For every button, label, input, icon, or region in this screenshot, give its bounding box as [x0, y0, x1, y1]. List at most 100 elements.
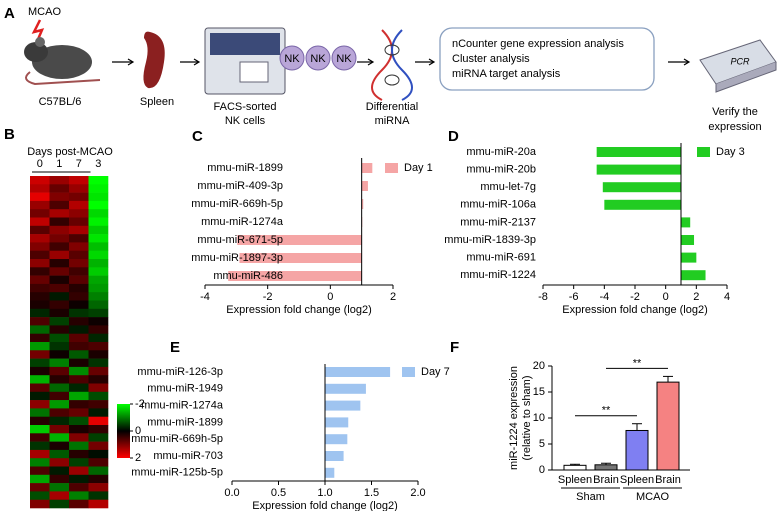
bar — [596, 147, 681, 157]
heatmap-cell — [69, 200, 89, 210]
heatmap-cell — [49, 192, 70, 202]
x-tick-label: Brain — [655, 474, 681, 486]
heatmap-cell — [30, 416, 50, 426]
y-tick-label: mmu-miR-409-3p — [197, 180, 283, 192]
heatmap-cell — [49, 400, 70, 409]
heatmap-cell — [88, 358, 109, 368]
x-tick-label: Spleen — [620, 474, 654, 486]
heatmap-cell — [69, 358, 89, 368]
analysis-item: nCounter gene expression analysis — [452, 38, 624, 50]
panel-label: E — [170, 339, 180, 356]
column-label: 3 — [95, 158, 101, 170]
heatmap-cell — [30, 441, 50, 451]
bar — [325, 367, 391, 377]
y-axis-title: (relative to sham) — [521, 376, 533, 461]
differential-label: Differential — [366, 101, 418, 113]
heatmap-cell — [69, 416, 89, 426]
heatmap-cell — [49, 375, 70, 384]
heatmap-cell — [69, 300, 89, 310]
heatmap-cell — [88, 184, 109, 193]
y-tick-label: mmu-miR-126-3p — [137, 366, 223, 378]
heatmap-cell — [69, 217, 89, 227]
heatmap-cell — [30, 499, 50, 509]
heatmap-cell — [88, 242, 109, 251]
heatmap-cell — [88, 234, 109, 243]
heatmap-cell — [88, 259, 109, 268]
heatmap-cell — [49, 433, 70, 442]
x-tick-label: -4 — [200, 291, 210, 303]
x-tick-label: 0 — [663, 291, 669, 303]
heatmap-cell — [69, 242, 89, 251]
heatmap-cell — [49, 366, 70, 376]
heatmap-cell — [49, 350, 70, 359]
heatmap-cell — [30, 400, 50, 409]
heatmap-title: Days post-MCAO — [27, 146, 113, 158]
heatmap-cell — [88, 375, 109, 384]
bar — [681, 270, 706, 281]
heatmap-cell — [69, 250, 89, 260]
analysis-item: Cluster analysis — [452, 53, 530, 65]
dna-icon — [371, 29, 413, 101]
heatmap-cell — [88, 466, 109, 476]
bar — [681, 235, 695, 245]
panel-label: B — [4, 126, 15, 143]
heatmap-cell — [30, 449, 50, 459]
heatmap-cell — [88, 458, 109, 467]
cell-label: NK — [284, 53, 300, 65]
x-tick-label: 2 — [693, 291, 699, 303]
heatmap-cell — [69, 325, 89, 334]
bar — [361, 163, 373, 173]
heatmap-cell — [49, 259, 70, 268]
heatmap-cell — [88, 425, 109, 434]
column-label: 0 — [37, 158, 43, 170]
legend-label: Day 1 — [404, 162, 433, 174]
heatmap-cell — [30, 209, 50, 218]
heatmap-cell — [30, 267, 50, 276]
legend-label: Day 7 — [421, 366, 450, 378]
heatmap-cell — [88, 275, 109, 285]
heatmap-cell — [69, 366, 89, 376]
group-label: MCAO — [636, 491, 669, 503]
heatmap-cell — [30, 366, 50, 376]
colorbar-label: -2 — [135, 398, 145, 410]
x-tick-label: -6 — [569, 291, 579, 303]
heatmap: B Days post-MCAO 0 1 7 3 -2 0 2 — [4, 126, 145, 509]
heatmap-cell — [49, 300, 70, 310]
column-label: 1 — [56, 158, 62, 170]
heatmap-cell — [30, 358, 50, 368]
bar — [325, 400, 361, 411]
heatmap-cell — [69, 400, 89, 409]
heatmap-cell — [30, 259, 50, 268]
spleen-icon — [143, 31, 165, 89]
y-tick-label: mmu-miR-669h-5p — [191, 198, 283, 210]
bar — [361, 199, 364, 209]
heatmap-cell — [30, 242, 50, 251]
x-tick-label: 1.0 — [317, 487, 332, 499]
heatmap-cell — [69, 275, 89, 285]
heatmap-cell — [30, 250, 50, 260]
heatmap-cell — [69, 483, 89, 492]
heatmap-cell — [30, 483, 50, 492]
heatmap-cell — [69, 458, 89, 467]
heatmap-cell — [30, 391, 50, 401]
x-tick-label: -2 — [630, 291, 640, 303]
heatmap-cell — [49, 333, 70, 343]
heatmap-cell — [88, 491, 109, 500]
heatmap-cell — [30, 184, 50, 193]
bar — [325, 417, 349, 428]
group-label: Sham — [576, 491, 605, 503]
heatmap-cell — [49, 416, 70, 426]
verification-label: expression — [708, 121, 761, 133]
legend-swatch — [385, 163, 398, 173]
heatmap-cell — [49, 474, 70, 484]
heatmap-cell — [88, 400, 109, 409]
heatmap-cell — [30, 234, 50, 243]
heatmap-cell — [49, 499, 70, 509]
y-tick-label: mmu-miR-669h-5p — [131, 433, 223, 445]
heatmap-cell — [69, 474, 89, 484]
heatmap-cell — [49, 308, 70, 318]
heatmap-cell — [88, 342, 109, 351]
heatmap-cell — [30, 425, 50, 434]
instrument-label: PCR — [730, 56, 750, 66]
cell-label: NK — [310, 53, 326, 65]
